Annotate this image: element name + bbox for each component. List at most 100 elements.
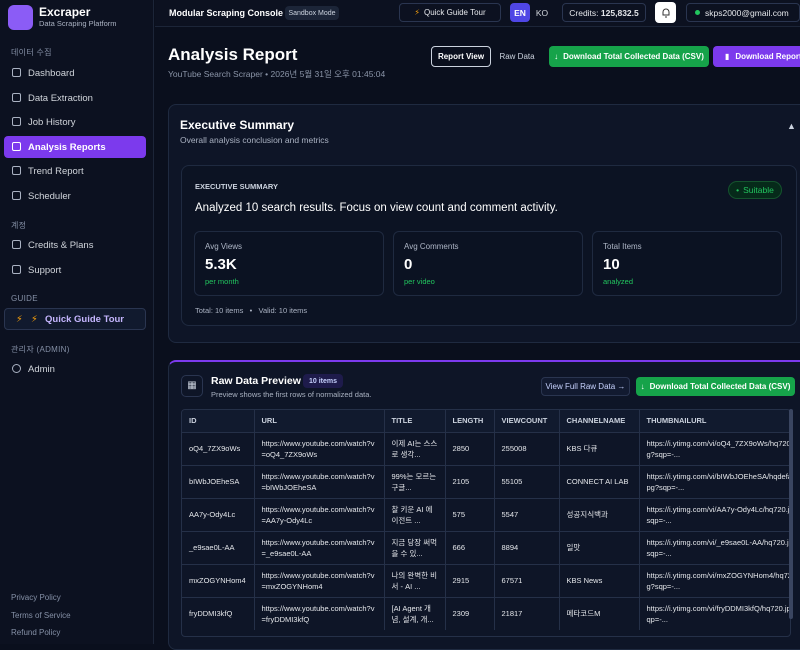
- metric-note: analyzed: [603, 277, 634, 286]
- table-row: AA7y-Ody4Lc https://www.youtube.com/watch…: [182, 497, 790, 531]
- table-cell: 나의 완벽한 비서 - AI ...: [384, 563, 446, 597]
- table-cell: https://i.ytimg.com/vi/bIWbJOEheSA/hqdef…: [639, 464, 790, 498]
- nav-label: Data Extraction: [28, 92, 93, 104]
- raw-download-button[interactable]: ↓ Download Total Collected Data (CSV): [636, 377, 795, 396]
- bell-icon: [662, 8, 669, 18]
- nav-label: Quick Guide Tour: [45, 313, 124, 325]
- metric-value: 5.3K: [205, 256, 237, 273]
- page-subtitle: YouTube Search Scraper • 2026년 5월 31일 오후…: [168, 69, 386, 79]
- summary-subtitle: Overall analysis conclusion and metrics: [180, 135, 329, 145]
- download-csv-label: Download Total Collected Data (CSV): [563, 52, 704, 61]
- tab-report-view[interactable]: Report View: [431, 46, 491, 67]
- notification-button[interactable]: [655, 2, 676, 23]
- column-header: TITLE: [384, 410, 446, 432]
- total-count: Total: 10 items: [195, 306, 244, 315]
- footer-link[interactable]: Refund Policy: [11, 628, 61, 637]
- table-row: oQ4_7ZX9oWs https://www.youtube.com/watch…: [182, 431, 790, 465]
- table-cell: 2105: [445, 464, 495, 498]
- collapse-toggle[interactable]: ▲: [787, 121, 796, 131]
- lang-ko[interactable]: KO: [535, 7, 549, 18]
- raw-table: ID URL TITLE LENGTH VIEWCOUNT CHANNELNAME THUM…: [182, 410, 790, 630]
- table-cell: 2850: [445, 431, 495, 465]
- raw-download-label: Download Total Collected Data (CSV): [649, 382, 791, 391]
- status-badge: • Suitable: [728, 181, 782, 199]
- mode-badge: Sandbox Mode: [285, 6, 339, 20]
- table-wrap: ID URL TITLE LENGTH VIEWCOUNT CHANNELNAME THUM…: [181, 409, 791, 637]
- summary-inner: EXECUTIVE SUMMARY • Suitable Analyzed 10 …: [181, 165, 797, 326]
- column-header: VIEWCOUNT: [494, 410, 560, 432]
- nav-label: Job History: [28, 116, 76, 128]
- table-cell: 일맛: [559, 530, 640, 564]
- table-cell: fryDDMI3kfQ: [182, 596, 255, 630]
- item-count-badge: 10 items: [303, 374, 343, 388]
- table-row: bIWbJOEheSA https://www.youtube.com/watch…: [182, 464, 790, 498]
- table-cell: KBS News: [559, 563, 640, 597]
- table-cell: 21817: [494, 596, 560, 630]
- download-report-button[interactable]: ▮ Download Report: [713, 46, 800, 67]
- table-cell: KBS 다큐: [559, 431, 640, 465]
- download-csv-button[interactable]: ↓ Download Total Collected Data (CSV): [549, 46, 709, 67]
- page-title: Analysis Report: [168, 45, 298, 64]
- nav-item[interactable]: Job History: [4, 111, 146, 133]
- table-cell: AA7y-Ody4Lc: [182, 497, 255, 531]
- console-title: Modular Scraping Console: [169, 8, 284, 18]
- view-full-button[interactable]: View Full Raw Data →: [541, 377, 630, 396]
- table-row: _e9sae0L-AA https://www.youtube.com/watch…: [182, 530, 790, 564]
- metric-label: Avg Views: [205, 242, 243, 251]
- table-cell: 575: [445, 497, 495, 531]
- metric-label: Total Items: [603, 242, 642, 251]
- table-cell: 성공지식백과: [559, 497, 640, 531]
- tagline: Data Scraping Platform: [39, 19, 117, 28]
- section-label: GUIDE: [11, 294, 38, 303]
- table-cell: 2309: [445, 596, 495, 630]
- nav-item[interactable]: ⚡ ⚡ Quick Guide Tour: [4, 308, 146, 330]
- table-cell: https://i.ytimg.com/vi/AA7y-Ody4Lc/hq720…: [639, 497, 790, 531]
- credits-label: Credits:: [569, 7, 599, 18]
- table-cell: https://i.ytimg.com/vi/oQ4_7ZX9oWs/hq720…: [639, 431, 790, 465]
- credits-value: 125,832.5: [600, 7, 639, 18]
- table-cell: mxZOGYNHom4: [182, 563, 255, 597]
- footer-link[interactable]: Terms of Service: [11, 611, 71, 620]
- table-cell: 8894: [494, 530, 560, 564]
- nav-item[interactable]: Data Extraction: [4, 87, 146, 109]
- table-cell: 이제 AI는 스스로 생각...: [384, 431, 446, 465]
- lang-en[interactable]: EN: [510, 3, 530, 22]
- nav-item[interactable]: Credits & Plans: [4, 234, 146, 256]
- table-row: mxZOGYNHom4 https://www.youtube.com/watch…: [182, 563, 790, 597]
- nav-item[interactable]: Scheduler: [4, 185, 146, 207]
- executive-summary-card: Executive Summary Overall analysis concl…: [168, 104, 800, 343]
- table-cell: 2915: [445, 563, 495, 597]
- download-report-label: Download Report: [735, 52, 800, 61]
- table-cell: https://www.youtube.com/watch?v=mxZOGYNH…: [254, 563, 385, 597]
- sidebar: Excraper Data Scraping Platform 데이터 수집 D…: [0, 0, 154, 644]
- credits: Credits: 125,832.5: [562, 3, 646, 22]
- nav-item[interactable]: Trend Report: [4, 160, 146, 182]
- nav-item[interactable]: Dashboard: [4, 62, 146, 84]
- user-email: skps2000@gmail.com: [705, 7, 789, 18]
- table-cell: https://www.youtube.com/watch?v=_e9sae0L…: [254, 530, 385, 564]
- table-row: fryDDMI3kfQ https://www.youtube.com/watch…: [182, 596, 790, 630]
- nav-label: Admin: [28, 363, 55, 375]
- user-menu[interactable]: skps2000@gmail.com: [686, 3, 800, 22]
- nav-item[interactable]: Support: [4, 259, 146, 281]
- nav-item[interactable]: Admin: [4, 358, 146, 380]
- column-header: THUMBNAILURL: [639, 410, 790, 432]
- column-header: ID: [182, 410, 255, 432]
- nav-item[interactable]: Analysis Reports: [4, 136, 146, 158]
- guide-button[interactable]: ⚡ Quick Guide Tour: [399, 3, 501, 22]
- footer-link[interactable]: Privacy Policy: [11, 593, 61, 602]
- tab-raw-data[interactable]: Raw Data: [499, 52, 535, 61]
- table-cell: 666: [445, 530, 495, 564]
- nav-label: Trend Report: [28, 165, 84, 177]
- status-label: Suitable: [743, 185, 774, 195]
- section-label: 계정: [11, 221, 27, 230]
- metric-note: per month: [205, 277, 239, 286]
- table-cell: 찰 키운 AI 에이전트 ...: [384, 497, 446, 531]
- table-cell: oQ4_7ZX9oWs: [182, 431, 255, 465]
- column-header: LENGTH: [445, 410, 495, 432]
- table-cell: https://www.youtube.com/watch?v=AA7y-Ody…: [254, 497, 385, 531]
- nav-label: Scheduler: [28, 190, 71, 202]
- metric-value: 0: [404, 256, 413, 273]
- raw-data-card: ▦ Raw Data Preview 10 items Preview show…: [168, 360, 800, 650]
